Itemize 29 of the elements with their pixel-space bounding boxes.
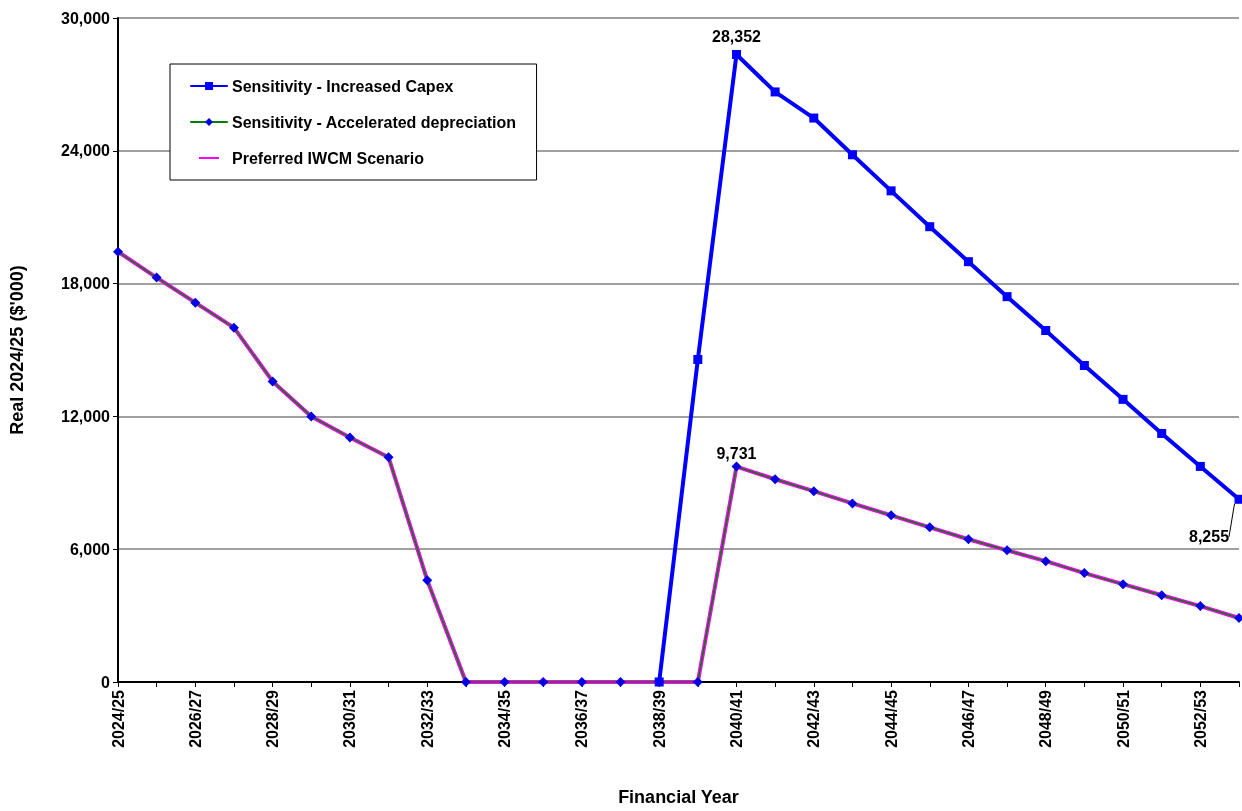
x-tick-label: 2050/51 <box>1114 689 1132 748</box>
x-tick-label: 2044/45 <box>882 689 900 748</box>
legend-label: Preferred IWCM Scenario <box>232 149 425 167</box>
x-tick-label: 2042/43 <box>805 689 823 748</box>
y-tick-label: 12,000 <box>61 407 111 425</box>
x-tick-label: 2026/27 <box>186 689 204 748</box>
x-tick-label: 2028/29 <box>264 689 282 748</box>
data-label: 28,352 <box>712 28 762 46</box>
x-tick-label: 2048/49 <box>1037 689 1055 748</box>
x-axis-title: Financial Year <box>618 787 739 807</box>
data-label: 8,255 <box>1188 528 1230 546</box>
x-tick-label: 2036/37 <box>573 689 591 748</box>
x-tick-label: 2052/53 <box>1191 689 1209 748</box>
y-tick-label: 24,000 <box>61 142 111 160</box>
y-tick-label: 30,000 <box>61 9 111 27</box>
legend-label: Sensitivity - Accelerated depreciation <box>232 113 516 131</box>
x-tick-label: 2034/35 <box>496 689 514 748</box>
data-label: 9,731 <box>716 445 757 463</box>
y-tick-label: 6,000 <box>69 540 111 558</box>
y-tick-label: 0 <box>101 673 111 691</box>
legend-label: Sensitivity - Increased Capex <box>232 77 454 95</box>
y-tick-label: 18,000 <box>61 275 111 293</box>
x-tick-label: 2032/33 <box>418 689 436 748</box>
x-tick-label: 2038/39 <box>650 689 668 748</box>
x-tick-label: 2024/25 <box>109 689 127 748</box>
x-tick-label: 2030/31 <box>341 689 359 748</box>
x-tick-label: 2040/41 <box>727 689 745 748</box>
x-tick-label: 2046/47 <box>959 689 977 748</box>
y-axis-title: Real 2024/25 ($'000) <box>7 265 27 435</box>
